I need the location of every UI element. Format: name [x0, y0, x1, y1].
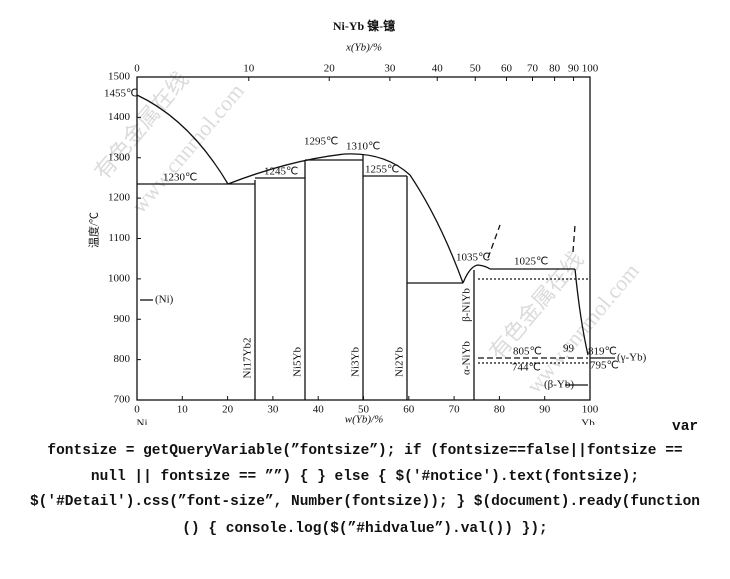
bottom-tick-label: 80 [494, 404, 506, 416]
bottom-tick-label: 0 [134, 404, 140, 416]
code-line: $('#Detail').css(”font-size”, Number(fon… [29, 494, 700, 510]
annotation: (γ-Yb) [617, 352, 647, 364]
top-tick-label: 30 [384, 63, 396, 75]
liquidus [574, 268, 589, 356]
annotation: 1455℃ [104, 88, 138, 100]
annotation: 819℃ [588, 346, 617, 358]
bottom-tick-label: 30 [267, 404, 279, 416]
annotation: 1310℃ [346, 141, 380, 153]
top-tick-label: 70 [527, 63, 539, 75]
bottom-tick-label: 20 [222, 404, 234, 416]
annotation: (β-Yb) [544, 379, 574, 391]
bottom-tick-label: 10 [177, 404, 189, 416]
y-tick-label: 1300 [108, 151, 131, 163]
annotation: 1230℃ [163, 172, 197, 184]
annotation: 1245℃ [264, 166, 298, 178]
element-label: Yb [581, 418, 595, 425]
y-tick-label: 700 [114, 394, 131, 406]
annotation: 99 [563, 343, 575, 355]
top-tick-label: 80 [549, 63, 561, 75]
bottom-tick-label: 90 [539, 404, 551, 416]
annotation: 805℃ [513, 346, 542, 358]
y-tick-label: 1400 [108, 111, 131, 123]
bottom-tick-label: 50 [358, 404, 370, 416]
top-tick-label: 20 [324, 63, 336, 75]
top-tick-label: 0 [134, 63, 140, 75]
top-tick-label: 50 [470, 63, 482, 75]
y-tick-label: 1500 [108, 71, 131, 83]
bottom-tick-label: 70 [449, 404, 461, 416]
annotation: (Ni) [155, 294, 174, 306]
bottom-tick-label: 40 [313, 404, 325, 416]
bottom-tick-label: 60 [403, 404, 415, 416]
y-axis-label: 温度/℃ [87, 212, 101, 248]
top-tick-label: 10 [243, 63, 255, 75]
phase-label: α-NiYb [461, 341, 473, 375]
y-tick-label: 800 [114, 353, 131, 365]
annotation: 1035℃ [456, 252, 490, 264]
code-line: () { console.log($(”#hidvalue”).val()) }… [182, 521, 548, 537]
title: Ni-Yb 镍-镱 [333, 18, 395, 33]
y-tick-label: 1100 [108, 232, 130, 244]
liquidus-dashed [572, 224, 576, 253]
liquidus [136, 94, 229, 185]
top-axis-label: x(Yb)/% [345, 42, 382, 54]
bottom-tick-label: 100 [582, 404, 599, 416]
code-line: var [672, 419, 699, 435]
annotation: 1255℃ [365, 164, 399, 176]
top-tick-label: 40 [432, 63, 444, 75]
annotation: 1295℃ [304, 136, 338, 148]
annotation: 795℃ [590, 360, 619, 372]
y-tick-label: 1200 [108, 192, 131, 204]
phase-label: Ni2Yb [394, 347, 406, 377]
code-line: fontsize = getQueryVariable(”fontsize”);… [47, 443, 683, 459]
top-tick-label: 90 [568, 63, 580, 75]
annotations: 0 10 20 30 40 50 60 70 80 90 1000 10 20 30 40 50 60 70 80 9… [104, 63, 647, 425]
bottom-axis-label: w(Yb)/% [345, 414, 384, 425]
liquidus [462, 264, 491, 284]
phase-label: Ni17Yb2 [242, 338, 254, 379]
phase-label: β-NiYb [461, 288, 473, 322]
phase-diagram: 有色金属在线 www.cnnmol.com 有色金属在线 www.cnnmol.… [87, 18, 647, 425]
phase-lines [136, 94, 615, 400]
y-tick-label: 1000 [108, 272, 131, 284]
top-tick-label: 60 [501, 63, 513, 75]
watermark: 有色金属在线 www.cnnmol.com 有色金属在线 www.cnnmol.… [89, 67, 643, 398]
code-line: null || fontsize == ””) { } else { $('#n… [90, 469, 640, 485]
y-tick-label: 900 [114, 313, 131, 325]
phase-label: Ni5Yb [292, 347, 304, 377]
element-label: Ni [137, 418, 148, 425]
liquidus-dashed [487, 224, 501, 259]
annotation: 744℃ [512, 362, 541, 374]
liquidus [227, 153, 464, 284]
annotation: 1025℃ [514, 256, 548, 268]
top-tick-label: 100 [582, 63, 599, 75]
phase-label: Ni3Yb [350, 347, 362, 377]
